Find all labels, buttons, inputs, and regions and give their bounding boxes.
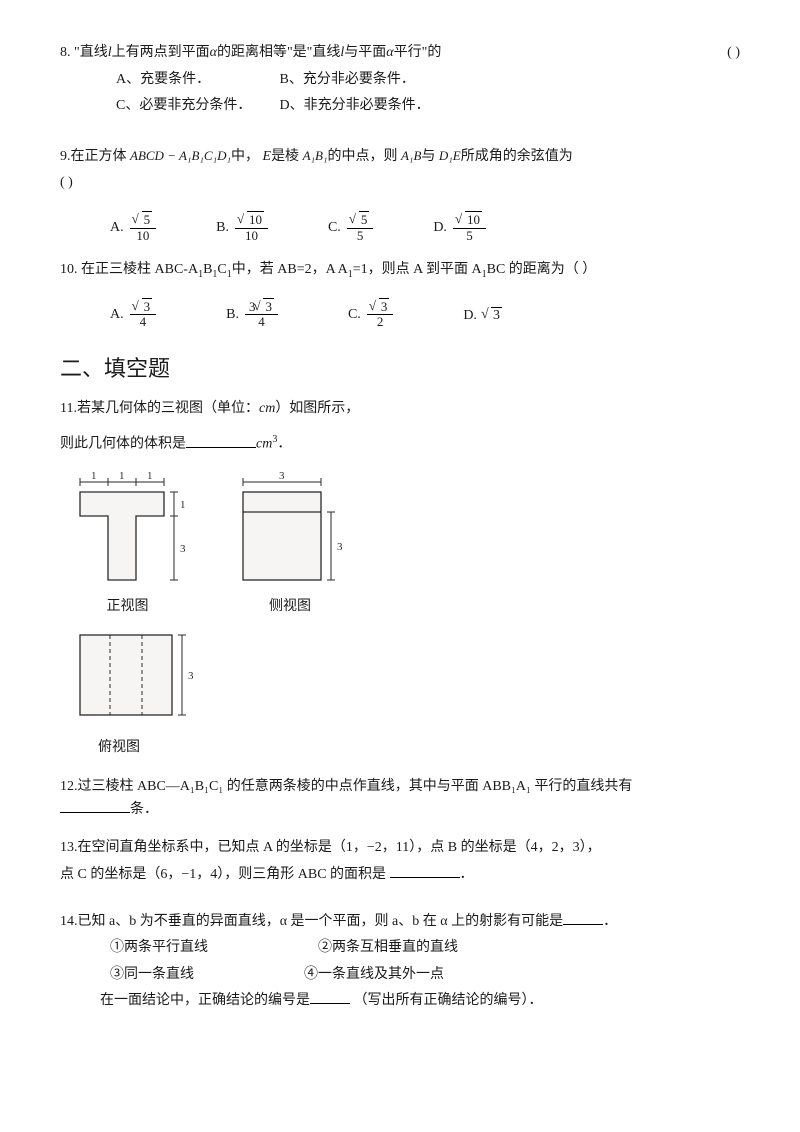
q8-options-row1: A、充要条件． B、充分非必要条件． — [60, 67, 740, 94]
side-view-svg: 3 3 — [225, 464, 355, 594]
q11-number: 11. — [60, 401, 77, 416]
q11-line1: 11.若某几何体的三视图（单位：cm）如图所示， — [60, 396, 740, 423]
question-12: 12.过三棱柱 ABC—A₁B₁C₁ 的任意两条棱的中点作直线，其中与平面 AB… — [60, 776, 740, 822]
q13-line2: 点 C 的坐标是（6，−1，4），则三角形 ABC 的面积是 ． — [60, 862, 740, 889]
q14-number: 14. — [60, 914, 78, 929]
q8-optB: B、充分非必要条件． — [280, 72, 415, 87]
front-view-svg: 1 1 1 1 3 — [60, 464, 195, 594]
q10-optC: C. 32 — [348, 300, 393, 330]
q10-optA: A. 34 — [110, 300, 156, 330]
q10-optB: B. 334 — [226, 300, 278, 330]
q10-optD: D. 3 — [463, 303, 502, 330]
question-14: 14.已知 a、b 为不垂直的异面直线，α 是一个平面，则 a、b 在 α 上的… — [60, 909, 740, 1015]
q13-number: 13. — [60, 840, 78, 855]
svg-text:3: 3 — [188, 670, 194, 682]
top-view-label: 俯视图 — [60, 735, 740, 762]
q9-options: A. 510 B. 1010 C. 55 D. 105 — [60, 197, 740, 243]
svg-text:1: 1 — [180, 499, 186, 511]
question-11: 11.若某几何体的三视图（单位：cm）如图所示， 则此几何体的体积是cm3． — [60, 396, 740, 762]
q14-stem: 14.已知 a、b 为不垂直的异面直线，α 是一个平面，则 a、b 在 α 上的… — [60, 909, 740, 936]
question-9: 9.在正方体 ABCD − A₁B₁C₁D₁中， E是棱 A₁B₁的中点，则 A… — [60, 144, 740, 243]
section-2-title: 二、填空题 — [60, 348, 740, 390]
q9-stem: 9.在正方体 ABCD − A₁B₁C₁D₁中， E是棱 A₁B₁的中点，则 A… — [60, 144, 740, 171]
q9-optB: B. 1010 — [216, 213, 268, 243]
svg-text:3: 3 — [337, 541, 343, 553]
top-view-svg: 3 — [60, 625, 215, 735]
q14-tail: 在一面结论中，正确结论的编号是 （写出所有正确结论的编号）． — [60, 988, 740, 1015]
q12-stem: 过三棱柱 ABC—A₁B₁C₁ 的任意两条棱的中点作直线，其中与平面 ABB₁A… — [78, 779, 633, 794]
q8-options-row2: C、必要非充分条件． D、非充分非必要条件． — [60, 93, 740, 120]
q10-stem: 10. 在正三棱柱 ABC-A1B1C1中，若 AB=2，A A1=1，则点 A… — [60, 257, 740, 284]
svg-text:1: 1 — [91, 470, 97, 482]
q8-paren: ( ) — [727, 40, 740, 67]
q14-opt3: ③同一条直线 — [110, 962, 194, 989]
side-view: 3 3 侧视图 — [225, 464, 355, 621]
q14-blank2 — [310, 989, 350, 1004]
q14-row2: ③同一条直线 ④一条直线及其外一点 — [60, 962, 740, 989]
q9-paren: ( ) — [60, 170, 740, 197]
svg-text:3: 3 — [180, 543, 186, 555]
side-view-label: 侧视图 — [225, 594, 355, 621]
q12-blank — [60, 798, 130, 813]
svg-text:1: 1 — [119, 470, 125, 482]
q11-blank — [186, 433, 256, 448]
q11-figures: 1 1 1 1 3 正视图 — [60, 464, 740, 761]
question-13: 13.在空间直角坐标系中，已知点 A 的坐标是（1，−2，11），点 B 的坐标… — [60, 835, 740, 888]
q8-optC: C、必要非充分条件． — [116, 93, 276, 120]
svg-text:3: 3 — [279, 470, 285, 482]
q14-blank1 — [563, 910, 603, 925]
question-10: 10. 在正三棱柱 ABC-A1B1C1中，若 AB=2，A A1=1，则点 A… — [60, 257, 740, 330]
q13-line1: 13.在空间直角坐标系中，已知点 A 的坐标是（1，−2，11），点 B 的坐标… — [60, 835, 740, 862]
q12-number: 12. — [60, 779, 78, 794]
top-view: 3 俯视图 — [60, 625, 740, 762]
q9-optD: D. 105 — [433, 213, 486, 243]
front-view-label: 正视图 — [60, 594, 195, 621]
q10-number: 10. — [60, 262, 78, 277]
q9-number: 9. — [60, 149, 71, 164]
front-view: 1 1 1 1 3 正视图 — [60, 464, 195, 621]
q14-opt2: ②两条互相垂直的直线 — [318, 935, 458, 962]
q14-opt1: ①两条平行直线 — [110, 935, 208, 962]
q13-blank — [390, 863, 460, 878]
q14-opt4: ④一条直线及其外一点 — [304, 962, 444, 989]
q8-optD: D、非充分非必要条件． — [280, 98, 430, 113]
q14-row1: ①两条平行直线 ②两条互相垂直的直线 — [60, 935, 740, 962]
q11-line2: 则此几何体的体积是cm3． — [60, 430, 740, 458]
q8-optA: A、充要条件． — [116, 67, 276, 94]
q9-optC: C. 55 — [328, 213, 373, 243]
q8-stem: 8. "直线l上有两点到平面α的距离相等"是"直线l与平面α平行"的 ( ) — [60, 40, 740, 67]
svg-text:1: 1 — [147, 470, 153, 482]
q8-number: 8. — [60, 45, 71, 60]
question-8: 8. "直线l上有两点到平面α的距离相等"是"直线l与平面α平行"的 ( ) A… — [60, 40, 740, 120]
q9-optA: A. 510 — [110, 213, 156, 243]
q10-options: A. 34 B. 334 C. 32 D. 3 — [60, 284, 740, 330]
